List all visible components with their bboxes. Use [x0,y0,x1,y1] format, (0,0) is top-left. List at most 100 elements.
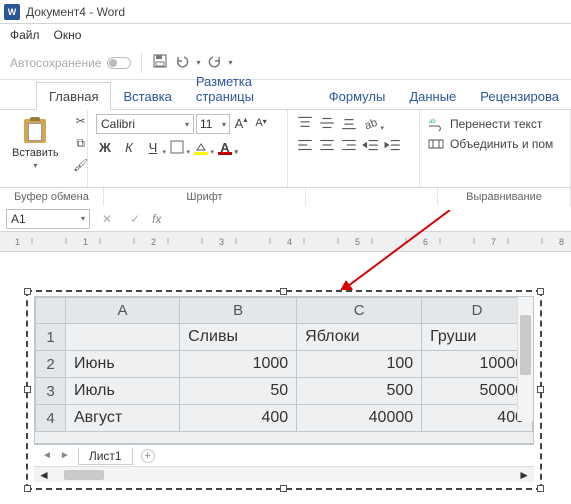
wrap-text-button[interactable]: ab Перенести текст [428,114,562,134]
font-name-select[interactable]: Calibri▾ [96,114,194,134]
border-button[interactable]: ▾ [168,138,186,156]
cell[interactable]: 100 [297,351,422,378]
font-color-button[interactable]: A ▾ [216,138,234,156]
cell[interactable]: 500 [297,378,422,405]
cell[interactable]: 50 [180,378,297,405]
horizontal-ruler: 112345678 [0,232,571,252]
svg-text:7: 7 [491,237,496,247]
font-size-select[interactable]: 11▾ [196,114,230,134]
svg-text:1: 1 [15,237,20,247]
sheet-nav-next-icon[interactable]: ► [60,450,70,461]
increase-indent-icon[interactable] [384,136,402,154]
cell[interactable]: Сливы [180,324,297,351]
resize-handle-se[interactable] [537,485,544,492]
autosave-toggle[interactable]: Автосохранение [10,56,131,70]
font-name-value: Calibri [101,117,135,131]
qat-customize-icon[interactable]: ▾ [229,58,233,67]
tab-formulas[interactable]: Формулы [317,83,398,109]
wrap-text-label: Перенести текст [450,117,542,131]
svg-text:8: 8 [559,237,564,247]
tab-insert[interactable]: Вставка [111,83,183,109]
cell[interactable]: 50000 [422,378,533,405]
tab-page-layout[interactable]: Разметка страницы [184,68,317,109]
align-left-icon[interactable] [296,136,314,154]
underline-button[interactable]: Ч▾ [144,138,162,156]
decrease-font-icon[interactable]: A▾ [252,114,270,132]
font-group-label: Шрифт [104,188,306,206]
select-all-cell[interactable] [36,298,66,324]
italic-button[interactable]: К [120,138,138,156]
cell[interactable]: Июнь [66,351,180,378]
row-header[interactable]: 3 [36,378,66,405]
cell[interactable]: 40000 [297,405,422,432]
cell[interactable]: Июль [66,378,180,405]
menu-window[interactable]: Окно [54,28,82,42]
cancel-icon[interactable]: ✕ [102,212,112,226]
increase-font-icon[interactable]: A▴ [232,114,250,132]
align-right-icon[interactable] [340,136,358,154]
svg-text:2: 2 [151,237,156,247]
cell[interactable]: Август [66,405,180,432]
tab-home[interactable]: Главная [36,82,111,110]
enter-icon[interactable]: ✓ [130,212,140,226]
merge-button[interactable]: Объединить и пом [428,134,562,154]
resize-handle-n[interactable] [280,288,287,295]
cell[interactable]: 10000 [422,351,533,378]
resize-handle-sw[interactable] [24,485,31,492]
horizontal-scrollbar[interactable]: ◄ ► [34,466,534,482]
fx-icon[interactable]: fx [152,212,161,226]
decrease-indent-icon[interactable] [362,136,380,154]
sheet-tab[interactable]: Лист1 [78,447,133,465]
paste-dropdown-icon[interactable]: ▾ [33,161,37,170]
align-middle-icon[interactable] [318,114,336,132]
add-sheet-icon[interactable]: + [141,449,155,463]
sheet-nav-prev-icon[interactable]: ◄ [42,450,52,461]
column-header[interactable]: B [180,298,297,324]
ribbon-group-labels: Буфер обмена Шрифт Выравнивание [0,188,571,206]
window-title: Документ4 - Word [26,5,125,19]
svg-text:6: 6 [423,237,428,247]
cell[interactable]: 400 [180,405,297,432]
column-header[interactable]: A [66,298,180,324]
cell[interactable]: Груши [422,324,533,351]
cell[interactable] [66,324,180,351]
ribbon-tabs: Главная Вставка Разметка страницы Формул… [0,80,571,110]
align-top-icon[interactable] [296,114,314,132]
row-header[interactable]: 1 [36,324,66,351]
resize-handle-s[interactable] [280,485,287,492]
alignment-group-label: Выравнивание [438,188,571,206]
resize-handle-w[interactable] [24,386,31,393]
svg-text:3: 3 [219,237,224,247]
tab-data[interactable]: Данные [397,83,468,109]
menu-file[interactable]: Файл [10,28,40,42]
orientation-icon[interactable]: ab▾ [362,114,380,132]
cell[interactable]: 400 [422,405,533,432]
cell[interactable]: 1000 [180,351,297,378]
row-header[interactable]: 4 [36,405,66,432]
svg-text:5: 5 [355,237,360,247]
resize-handle-e[interactable] [537,386,544,393]
resize-handle-nw[interactable] [24,288,31,295]
tab-review[interactable]: Рецензирова [468,83,571,109]
paste-button[interactable]: Вставить ▾ [8,115,63,172]
fill-color-button[interactable]: ▾ [192,138,210,156]
resize-handle-ne[interactable] [537,288,544,295]
ribbon: Вставить ▾ ✂ ⧉ 🖌 Calibri▾ 11▾ A▴ A▾ [0,110,571,188]
embedded-excel-object[interactable]: ABCD 1 СливыЯблокиГруши 2Июнь100010010000 3И… [26,290,542,490]
worksheet-grid[interactable]: ABCD 1 СливыЯблокиГруши 2Июнь100010010000 3И… [34,296,534,444]
ribbon-group-clipboard: Вставить ▾ ✂ ⧉ 🖌 [0,110,88,187]
align-center-icon[interactable] [318,136,336,154]
column-header[interactable]: C [297,298,422,324]
cell[interactable]: Яблоки [297,324,422,351]
bold-button[interactable]: Ж [96,138,114,156]
save-icon[interactable] [152,53,168,72]
sheet-tab-bar: ◄ ► Лист1 + [34,444,534,466]
row-header[interactable]: 2 [36,351,66,378]
column-header[interactable]: D [422,298,533,324]
align-bottom-icon[interactable] [340,114,358,132]
name-box-value: A1 [11,212,26,226]
vertical-scrollbar[interactable] [517,297,533,421]
undo-dropdown-icon[interactable]: ▾ [196,58,200,67]
name-box[interactable]: A1▾ [6,209,90,229]
font-size-value: 11 [200,117,212,131]
